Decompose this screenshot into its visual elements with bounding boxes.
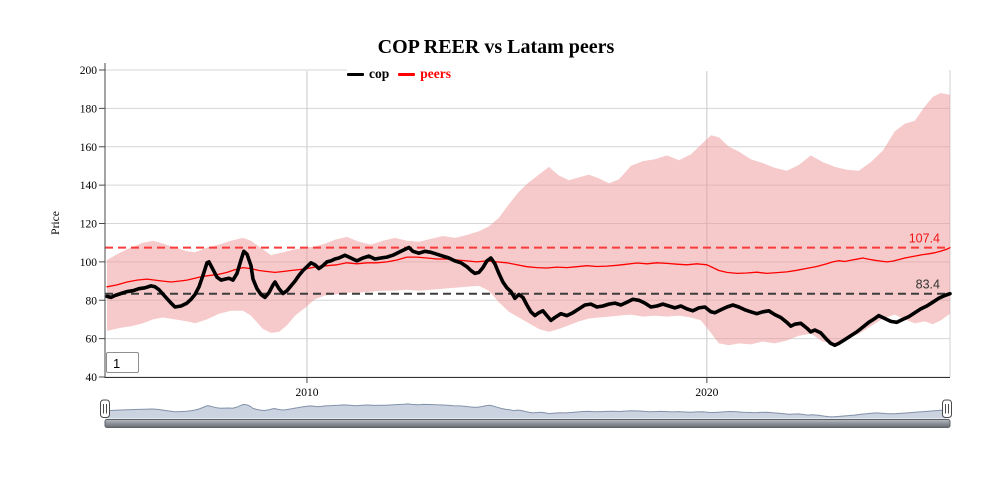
y-tick-label: 200: [80, 65, 98, 77]
x-tick-label: 2020: [695, 387, 718, 399]
y-tick-label: 140: [80, 180, 98, 192]
cop-series-line[interactable]: [105, 245, 952, 348]
legend: cop peers: [347, 66, 451, 82]
y-tick-label: 120: [80, 219, 98, 231]
cop-line-swatch: [347, 72, 364, 76]
peers-range-area: [107, 93, 950, 346]
reference-lines: 107.4 83.4: [105, 232, 950, 295]
legend-item-peers[interactable]: peers: [398, 66, 451, 82]
y-tick-label: 60: [86, 334, 98, 346]
y-tick-label: 40: [86, 372, 98, 384]
reference-value-label-cop: 83.4: [916, 278, 940, 292]
reference-value-label-peers: 107.4: [909, 232, 940, 246]
navigator-handle-grip-box: [942, 399, 952, 418]
legend-item-cop[interactable]: cop: [347, 66, 389, 82]
navigator-area[interactable]: [105, 403, 947, 419]
navigator-outline: [106, 403, 948, 418]
scrollbar-thumb[interactable]: [104, 419, 951, 428]
y-tick-label: 180: [80, 103, 98, 115]
range-indicator-box[interactable]: 1: [106, 352, 139, 373]
y-tick-label: 100: [80, 257, 98, 269]
y-tick-label: 80: [86, 295, 98, 307]
data-series: [105, 245, 952, 348]
x-tick-label: 2010: [295, 387, 318, 399]
axes: 200 180 160 140 120 100 80 60 40 2010 2020: [80, 63, 950, 399]
navigator-handle-left[interactable]: [100, 399, 110, 418]
page-title: COP REER vs Latam peers: [377, 36, 615, 58]
legend-label-cop: cop: [369, 66, 390, 81]
legend-label-peers: peers: [420, 66, 451, 81]
peers-range-band: [107, 93, 950, 346]
y-tick-label: 160: [80, 142, 98, 154]
y-axis-title: Price: [50, 211, 62, 235]
peers-series-line[interactable]: [106, 247, 951, 288]
peers-line-swatch: [398, 72, 416, 76]
navigator: [100, 399, 952, 428]
navigator-handle-grip-box: [100, 399, 110, 418]
navigator-handle-right[interactable]: [942, 399, 952, 418]
